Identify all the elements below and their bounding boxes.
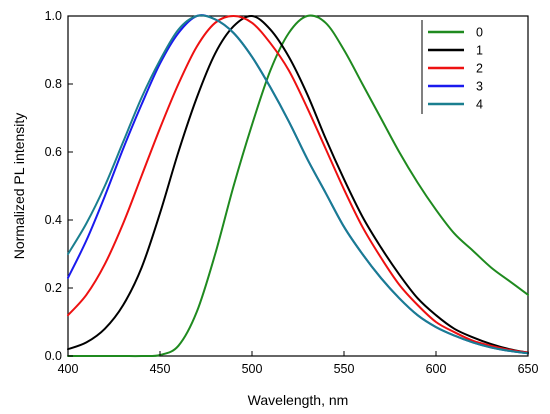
plot-frame [67,15,529,357]
x-tick-label: 600 [426,362,447,376]
series-line-0 [67,14,529,358]
y-tick-label: 0.4 [45,213,62,227]
x-tick-label: 400 [58,362,79,376]
x-tick-label: 450 [150,362,171,376]
y-axis: 0.0 0.2 0.4 0.6 0.8 1.0 [45,9,73,363]
x-tick-label: 650 [518,362,539,376]
legend-label-2: 2 [476,62,483,76]
x-axis-title: Wavelength, nm [248,392,349,408]
x-tick-label: 500 [242,362,263,376]
series-line-1 [67,14,529,354]
series-layer [67,14,529,358]
y-axis-title: Normalized PL intensity [11,113,27,260]
legend-label-1: 1 [476,44,483,58]
legend-label-4: 4 [476,98,483,112]
y-tick-label: 0.8 [45,77,62,91]
x-axis: 400 450 500 550 600 650 [58,351,539,376]
legend-label-0: 0 [476,26,483,40]
y-tick-label: 0.0 [45,349,62,363]
legend: 0 1 2 3 4 [421,20,494,114]
y-tick-label: 0.6 [45,145,62,159]
y-tick-label: 1.0 [45,9,62,23]
legend-label-3: 3 [476,80,483,94]
series-line-2 [67,15,529,354]
y-tick-label: 0.2 [45,281,62,295]
plot-area [67,14,529,358]
series-line-4 [67,14,529,355]
x-tick-label: 550 [334,362,355,376]
